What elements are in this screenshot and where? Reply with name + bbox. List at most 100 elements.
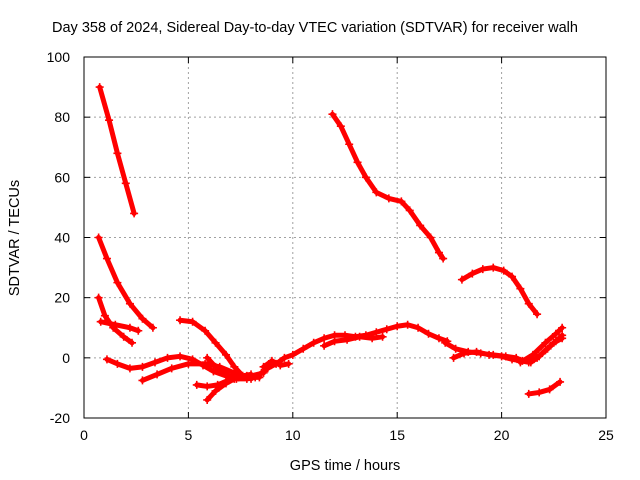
data-point-marker — [343, 335, 352, 344]
series-line — [526, 379, 563, 397]
y-tick-label: 40 — [54, 230, 70, 246]
data-point-marker — [276, 361, 285, 370]
data-point-marker — [203, 382, 212, 391]
data-point-marker — [434, 248, 443, 257]
series-line — [261, 358, 292, 370]
data-point-marker — [111, 320, 120, 329]
data-point-marker — [188, 317, 197, 326]
x-tick-label: 5 — [185, 427, 193, 443]
data-point-marker — [96, 317, 105, 326]
data-point-marker — [551, 329, 560, 338]
data-point-marker — [478, 265, 487, 274]
data-point-marker — [472, 347, 481, 356]
data-point-marker — [102, 254, 111, 263]
x-tick-label: 0 — [80, 427, 88, 443]
data-point-marker — [105, 116, 114, 125]
data-point-marker — [259, 362, 268, 371]
data-point-marker — [201, 359, 210, 368]
data-point-marker — [533, 310, 542, 319]
data-point-marker — [113, 278, 122, 287]
data-point-marker — [384, 194, 393, 203]
data-point-marker — [113, 359, 122, 368]
data-point-marker — [299, 344, 308, 353]
data-point-marker — [355, 332, 364, 341]
data-point-marker — [549, 338, 558, 347]
data-point-marker — [460, 349, 469, 358]
series-track-16 — [457, 263, 542, 319]
data-point-marker — [372, 328, 381, 337]
data-point-marker — [345, 140, 354, 149]
data-point-marker — [119, 332, 128, 341]
data-point-marker — [372, 188, 381, 197]
data-point-marker — [176, 316, 185, 325]
data-point-marker — [353, 158, 362, 167]
x-tick-label: 25 — [598, 427, 614, 443]
x-tick-label: 10 — [285, 427, 301, 443]
data-point-marker — [535, 388, 544, 397]
series-line — [96, 235, 156, 331]
data-point-marker — [397, 197, 406, 206]
data-point-marker — [280, 353, 289, 362]
data-point-marker — [434, 334, 443, 343]
data-point-marker — [485, 350, 494, 359]
data-point-marker — [230, 362, 239, 371]
x-tick-label: 15 — [389, 427, 405, 443]
data-point-marker — [201, 326, 210, 335]
y-tick-label: -20 — [50, 410, 70, 426]
data-point-marker — [449, 353, 458, 362]
data-point-marker — [516, 284, 525, 293]
data-point-marker — [95, 83, 104, 92]
data-point-marker — [113, 149, 122, 158]
data-point-marker — [232, 374, 241, 383]
data-point-marker — [242, 374, 251, 383]
data-point-marker — [524, 389, 533, 398]
y-tick-label: 0 — [62, 350, 70, 366]
data-point-marker — [545, 385, 554, 394]
data-point-marker — [328, 110, 337, 119]
data-point-marker — [125, 364, 134, 373]
data-point-marker — [330, 337, 339, 346]
data-point-marker — [153, 370, 162, 379]
series-track-17 — [516, 323, 567, 367]
data-point-marker — [148, 323, 157, 332]
data-point-marker — [556, 377, 565, 386]
data-point-marker — [125, 323, 134, 332]
series-track-13 — [328, 110, 448, 263]
data-point-marker — [558, 334, 567, 343]
data-point-marker — [257, 368, 266, 377]
series-track-18 — [524, 377, 565, 398]
data-point-marker — [100, 311, 109, 320]
data-point-marker — [378, 332, 387, 341]
data-point-marker — [403, 320, 412, 329]
data-point-marker — [125, 299, 134, 308]
data-point-marker — [524, 299, 533, 308]
data-point-marker — [541, 346, 550, 355]
data-point-marker — [167, 364, 176, 373]
data-point-marker — [309, 338, 318, 347]
data-point-marker — [541, 338, 550, 347]
y-tick-label: 20 — [54, 290, 70, 306]
data-point-marker — [368, 334, 377, 343]
data-point-marker — [508, 355, 517, 364]
data-point-marker — [184, 359, 193, 368]
data-point-marker — [176, 352, 185, 361]
data-point-marker — [121, 179, 130, 188]
data-point-marker — [138, 376, 147, 385]
data-point-marker — [130, 209, 139, 218]
data-point-marker — [558, 323, 567, 332]
axis-ticks — [83, 56, 607, 419]
data-point-marker — [203, 353, 212, 362]
series-track-2 — [94, 233, 157, 332]
data-point-marker — [288, 350, 297, 359]
data-point-marker — [284, 359, 293, 368]
data-point-marker — [508, 272, 517, 281]
data-point-marker — [405, 206, 414, 215]
data-point-marker — [516, 358, 525, 367]
data-point-marker — [211, 362, 220, 371]
data-point-marker — [414, 323, 423, 332]
data-point-marker — [134, 326, 143, 335]
data-point-marker — [102, 355, 111, 364]
y-axis-title: SDTVAR / TECUs — [7, 180, 23, 296]
data-point-marker — [128, 338, 137, 347]
